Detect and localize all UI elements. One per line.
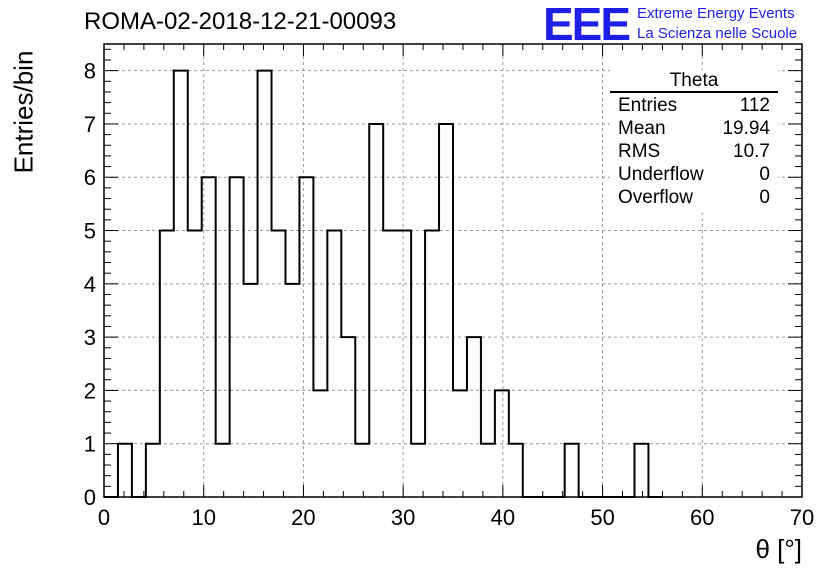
x-tick-label: 70	[790, 505, 814, 530]
x-tick-label: 60	[690, 505, 714, 530]
y-tick-label: 2	[84, 378, 96, 403]
run-title: ROMA-02-2018-12-21-00093	[84, 8, 397, 35]
x-tick-label: 0	[98, 505, 110, 530]
x-tick-label: 30	[391, 505, 415, 530]
stats-label: Underflow	[618, 164, 704, 185]
stats-label: Entries	[618, 95, 678, 116]
stats-value: 19.94	[722, 118, 770, 139]
x-tick-label: 50	[590, 505, 614, 530]
x-tick-label: 40	[491, 505, 515, 530]
eee-logo: EEE	[543, 0, 631, 50]
stats-value: 0	[759, 187, 770, 208]
y-tick-label: 1	[84, 432, 96, 457]
stats-row-overflow: Overflow 0	[610, 186, 778, 209]
y-tick-label: 4	[84, 272, 96, 297]
logo-subtitle-2: La Scienza nelle Scuole	[637, 25, 798, 42]
stats-label: RMS	[618, 141, 661, 162]
y-tick-label: 6	[84, 165, 96, 190]
y-tick-label: 8	[84, 59, 96, 84]
x-tick-label: 20	[291, 505, 315, 530]
y-tick-label: 7	[84, 112, 96, 137]
y-tick-label: 5	[84, 219, 96, 244]
x-axis-label: θ [°]	[755, 534, 802, 564]
stats-label: Mean	[618, 118, 666, 139]
stats-row-mean: Mean 19.94	[610, 117, 778, 140]
stats-label: Overflow	[618, 187, 693, 208]
stats-row-rms: RMS 10.7	[610, 140, 778, 163]
y-tick-label: 3	[84, 325, 96, 350]
y-axis-label: Entries/bin	[8, 50, 39, 174]
x-tick-label: 10	[191, 505, 215, 530]
stats-title: Theta	[610, 70, 778, 93]
stats-box: Theta Entries 112 Mean 19.94 RMS 10.7 Un…	[610, 70, 778, 209]
stats-row-underflow: Underflow 0	[610, 163, 778, 186]
stats-row-entries: Entries 112	[610, 94, 778, 117]
stats-value: 10.7	[733, 141, 770, 162]
stats-value: 112	[739, 95, 770, 116]
y-tick-label: 0	[84, 485, 96, 510]
logo-subtitle-1: Extreme Energy Events	[637, 5, 795, 22]
stats-value: 0	[759, 164, 770, 185]
plot-frame	[103, 43, 803, 498]
